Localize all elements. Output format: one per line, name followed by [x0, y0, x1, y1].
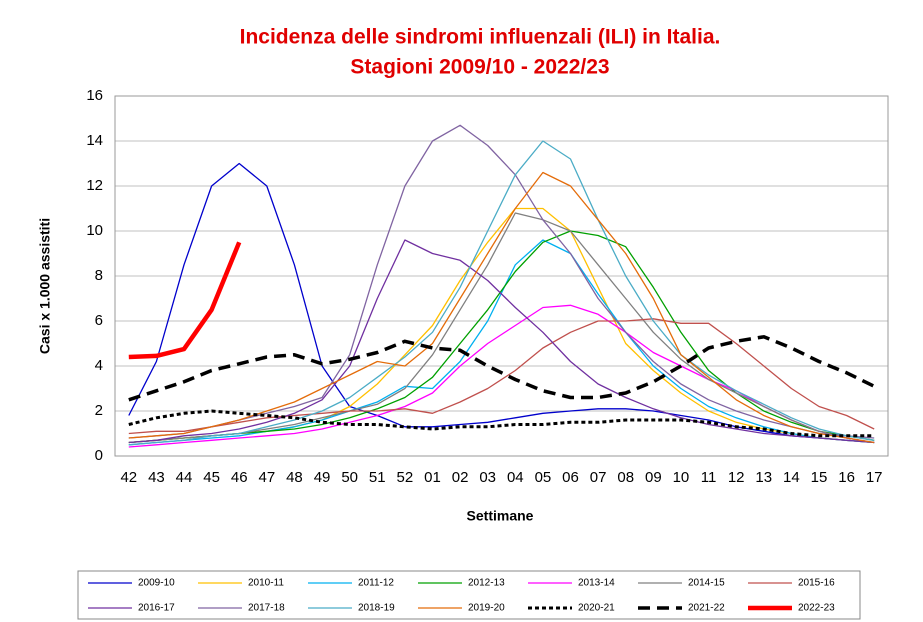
x-tick-label: 42: [120, 469, 137, 486]
legend-label: 2018-19: [358, 603, 395, 614]
y-tick-label: 10: [86, 222, 103, 239]
x-tick-label: 49: [314, 469, 331, 486]
legend-label: 2019-20: [468, 603, 505, 614]
legend-label: 2021-22: [688, 603, 725, 614]
x-tick-label: 47: [258, 469, 275, 486]
legend-label: 2012-13: [468, 578, 505, 589]
series-line: [128, 318, 875, 435]
y-tick-label: 16: [86, 87, 103, 104]
y-tick-label: 6: [95, 312, 103, 329]
legend-label: 2016-17: [138, 603, 175, 614]
y-tick-label: 12: [86, 177, 103, 194]
plot-border: [114, 95, 889, 457]
series-line: [128, 212, 875, 444]
legend-label: 2010-11: [248, 578, 284, 589]
y-tick-label: 8: [95, 267, 103, 284]
legend-label: 2014-15: [688, 578, 725, 589]
series-line: [128, 124, 875, 439]
x-tick-label: 09: [645, 469, 662, 486]
x-tick-label: 51: [369, 469, 386, 486]
legend-label: 2022-23: [798, 603, 835, 614]
x-tick-label: 45: [203, 469, 220, 486]
series-line: [128, 162, 875, 444]
x-tick-label: 14: [783, 469, 800, 486]
series-line: [128, 241, 242, 360]
legend-label: 2013-14: [578, 578, 615, 589]
series-line: [128, 409, 875, 438]
x-tick-label: 48: [286, 469, 303, 486]
y-axis-label: Casi x 1.000 assistiti: [37, 218, 53, 354]
series-line: [128, 239, 875, 444]
y-tick-label: 2: [95, 402, 103, 419]
x-tick-label: 10: [673, 469, 690, 486]
x-tick-label: 13: [755, 469, 772, 486]
chart-subtitle: Stagioni 2009/10 - 2022/23: [350, 56, 609, 79]
series-line: [128, 304, 875, 448]
series-line: [128, 230, 875, 444]
y-tick-label: 0: [95, 447, 103, 464]
legend-label: 2015-16: [798, 578, 835, 589]
x-tick-label: 43: [148, 469, 165, 486]
series-line: [128, 335, 875, 402]
y-tick-label: 14: [86, 132, 103, 149]
x-tick-label: 15: [811, 469, 828, 486]
x-tick-label: 11: [701, 469, 717, 486]
x-tick-label: 16: [838, 469, 855, 486]
series-line: [128, 171, 875, 444]
x-axis-label: Settimane: [467, 508, 534, 524]
series-line: [128, 140, 875, 446]
x-tick-label: 05: [535, 469, 552, 486]
x-tick-label: 12: [728, 469, 745, 486]
x-tick-label: 08: [617, 469, 634, 486]
legend-label: 2017-18: [248, 603, 285, 614]
x-tick-label: 50: [341, 469, 358, 486]
x-tick-label: 03: [479, 469, 496, 486]
x-tick-label: 04: [507, 469, 524, 486]
y-tick-label: 4: [95, 357, 103, 374]
x-tick-label: 06: [562, 469, 579, 486]
chart-title: Incidenza delle sindromi influenzali (IL…: [240, 26, 721, 49]
x-tick-label: 46: [231, 469, 248, 486]
x-tick-label: 01: [424, 469, 441, 486]
legend-label: 2011-12: [358, 578, 394, 589]
x-tick-label: 07: [590, 469, 607, 486]
x-tick-label: 44: [176, 469, 193, 486]
legend-label: 2009-10: [138, 578, 175, 589]
x-tick-label: 02: [452, 469, 469, 486]
series-line: [128, 239, 875, 446]
legend-label: 2020-21: [578, 603, 615, 614]
x-tick-label: 52: [397, 469, 414, 486]
legend-box: [77, 570, 861, 620]
x-tick-label: 17: [866, 469, 883, 486]
